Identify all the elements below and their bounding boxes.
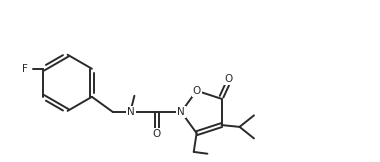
Text: O: O: [224, 74, 232, 84]
Text: N: N: [177, 107, 185, 117]
Text: F: F: [22, 64, 28, 74]
Text: N: N: [127, 107, 135, 117]
Text: O: O: [193, 86, 201, 96]
Text: O: O: [153, 129, 161, 139]
